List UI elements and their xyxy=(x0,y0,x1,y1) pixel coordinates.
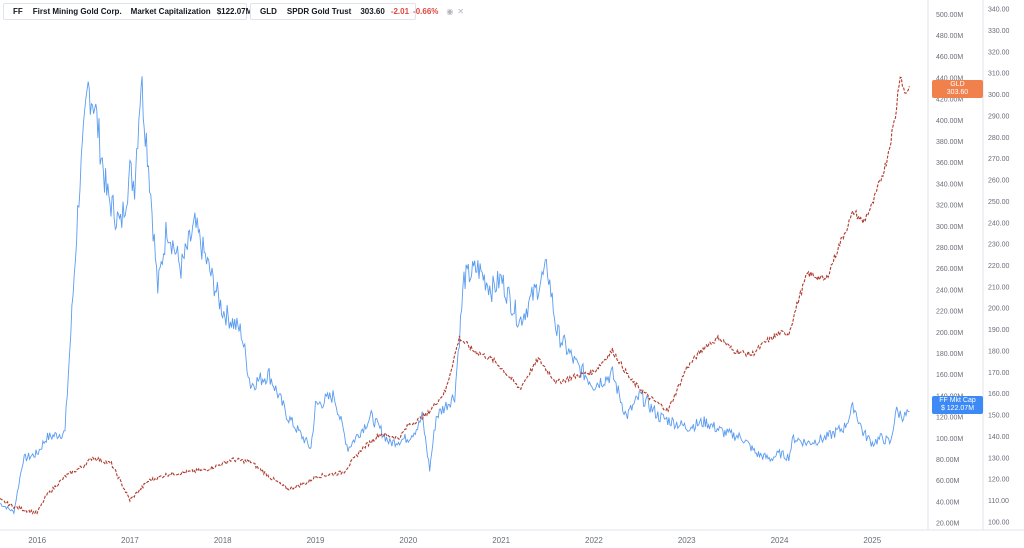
left-axis-tick-label: 220.00M xyxy=(936,309,963,316)
right-axis-tick-label: 130.00 xyxy=(988,455,1010,462)
left-axis-tick-label: 320.00M xyxy=(936,203,963,210)
left-axis-tick-label: 420.00M xyxy=(936,97,963,104)
right-axis-tick-label: 290.00 xyxy=(988,113,1010,120)
right-axis-tick-label: 180.00 xyxy=(988,348,1010,355)
time-axis-tick-label: 2025 xyxy=(863,536,881,545)
gld-symbol: GLD xyxy=(260,7,277,16)
right-axis-tick-label: 150.00 xyxy=(988,413,1010,420)
right-axis-tick-label: 340.00 xyxy=(988,7,1010,14)
ff-tag-value: $ 122.07M xyxy=(940,405,975,412)
left-axis-tick-label: 80.00M xyxy=(936,457,960,464)
time-axis-tick-label: 2024 xyxy=(771,536,789,545)
left-axis-tick-label: 260.00M xyxy=(936,266,963,273)
ff-price-tag: FF Mkt Cap $ 122.07M xyxy=(932,396,983,414)
left-axis-tick-label: 400.00M xyxy=(936,118,963,125)
right-axis-tick-label: 240.00 xyxy=(988,220,1010,227)
right-axis-tick-label: 100.00 xyxy=(988,519,1010,526)
right-axis-tick-label: 270.00 xyxy=(988,156,1010,163)
right-axis-tick-label: 160.00 xyxy=(988,391,1010,398)
left-axis-tick-label: 440.00M xyxy=(936,75,963,82)
right-axis-tick-label: 210.00 xyxy=(988,284,1010,291)
left-axis-tick-label: 500.00M xyxy=(936,12,963,19)
legend-gld[interactable]: GLD SPDR Gold Trust 303.60 -2.01 -0.66% … xyxy=(250,3,464,20)
left-axis-tick-label: 300.00M xyxy=(936,224,963,231)
gld-price-tag: GLD 303.60 xyxy=(932,80,983,98)
time-axis-tick-label: 2021 xyxy=(492,536,510,545)
left-axis-tick-label: 200.00M xyxy=(936,330,963,337)
right-axis-tick-label: 330.00 xyxy=(988,28,1010,35)
right-axis-tick-label: 200.00 xyxy=(988,306,1010,313)
right-axis-tick-label: 170.00 xyxy=(988,370,1010,377)
right-axis-tick-label: 300.00 xyxy=(988,92,1010,99)
right-axis-tick-label: 190.00 xyxy=(988,327,1010,334)
left-axis-tick-label: 360.00M xyxy=(936,160,963,167)
left-axis-tick-label: 160.00M xyxy=(936,372,963,379)
ff-value: $122.07M xyxy=(216,7,253,16)
ff-metric: Market Capitalization xyxy=(130,7,211,16)
gld-tag-value: 303.60 xyxy=(946,89,969,96)
time-axis-tick-label: 2023 xyxy=(678,536,696,545)
gld-value: 303.60 xyxy=(360,7,385,16)
ff-name: First Mining Gold Corp. xyxy=(32,7,122,16)
left-axis-tick-label: 40.00M xyxy=(936,499,960,506)
right-axis-tick-label: 250.00 xyxy=(988,199,1010,206)
time-axis-tick-label: 2022 xyxy=(585,536,603,545)
left-axis-tick-label: 460.00M xyxy=(936,54,963,61)
right-axis-tick-label: 220.00 xyxy=(988,263,1010,270)
left-axis-tick-label: 480.00M xyxy=(936,33,963,40)
gld-change-pct: -0.66% xyxy=(413,7,439,16)
left-axis-tick-label: 120.00M xyxy=(936,415,963,422)
gld-tag-symbol: GLD xyxy=(950,81,965,88)
left-axis-tick-label: 20.00M xyxy=(936,521,960,528)
time-axis-tick-label: 2017 xyxy=(121,536,139,545)
right-axis-tick-label: 120.00 xyxy=(988,477,1010,484)
time-axis-tick-label: 2019 xyxy=(307,536,325,545)
left-axis-tick-label: 180.00M xyxy=(936,351,963,358)
series-line-ff xyxy=(0,76,910,515)
left-axis-tick-label: 60.00M xyxy=(936,478,960,485)
gld-name: SPDR Gold Trust xyxy=(286,7,352,16)
left-axis-tick-label: 380.00M xyxy=(936,139,963,146)
right-axis-tick-label: 280.00 xyxy=(988,135,1010,142)
ff-symbol: FF xyxy=(13,7,23,16)
left-axis-tick-label: 280.00M xyxy=(936,245,963,252)
right-axis-tick-label: 140.00 xyxy=(988,434,1010,441)
gld-change: -2.01 xyxy=(390,7,410,16)
time-axis-tick-label: 2016 xyxy=(28,536,46,545)
left-axis-tick-label: 340.00M xyxy=(936,181,963,188)
visibility-icon[interactable]: ◉ xyxy=(446,7,454,16)
right-axis-tick-label: 110.00 xyxy=(988,498,1009,505)
plot-area xyxy=(0,76,910,515)
left-axis-tick-label: 100.00M xyxy=(936,436,963,443)
left-axis-tick-label: 240.00M xyxy=(936,287,963,294)
right-axis-tick-label: 310.00 xyxy=(988,71,1010,78)
time-axis-tick-label: 2020 xyxy=(399,536,417,545)
ff-tag-label: FF Mkt Cap xyxy=(939,397,976,404)
series-line-gld xyxy=(0,76,910,515)
time-axis-tick-label: 2018 xyxy=(214,536,232,545)
legend-ff[interactable]: FF First Mining Gold Corp. Market Capita… xyxy=(3,3,280,20)
right-axis-tick-label: 320.00 xyxy=(988,49,1010,56)
right-axis-tick-label: 230.00 xyxy=(988,242,1010,249)
right-axis-tick-label: 260.00 xyxy=(988,178,1010,185)
close-icon[interactable]: ✕ xyxy=(457,7,465,16)
